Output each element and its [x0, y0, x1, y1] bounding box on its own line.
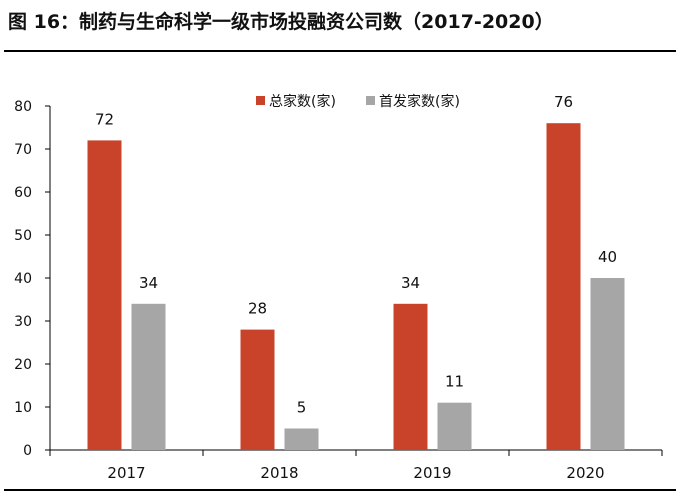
- bar-total-2018: [240, 329, 275, 450]
- bar-total-2017: [87, 140, 122, 450]
- data-label: 28: [248, 300, 267, 318]
- legend-swatch: [256, 96, 265, 105]
- data-label: 5: [297, 399, 307, 417]
- y-tick-label: 60: [14, 185, 32, 201]
- data-label: 76: [554, 93, 573, 111]
- chart-bars: 72 34 28 5 34 11 76 40: [87, 93, 625, 450]
- y-tick-label: 30: [14, 314, 32, 330]
- data-label: 11: [445, 373, 464, 391]
- figure-title: 图 16：制药与生命科学一级市场投融资公司数（2017-2020）: [8, 11, 554, 33]
- x-category-label: 2018: [260, 464, 298, 482]
- legend-label: 首发家数(家): [379, 93, 460, 110]
- bar-first-issue-2018: [284, 428, 319, 450]
- x-category-label: 2020: [566, 464, 604, 482]
- bar-first-issue-2020: [590, 278, 625, 450]
- chart-axes: 0 10 20 30 40 50 60 70 80 2017 2018 2019 2020: [14, 99, 663, 482]
- chart-legend: 总家数(家) 首发家数(家): [256, 93, 460, 110]
- bar-first-issue-2019: [437, 402, 472, 450]
- legend-swatch: [366, 96, 375, 105]
- y-tick-label: 20: [14, 357, 32, 373]
- y-tick-label: 80: [14, 99, 32, 115]
- y-tick-label: 0: [23, 443, 32, 459]
- x-category-label: 2019: [413, 464, 451, 482]
- legend-label: 总家数(家): [269, 93, 336, 110]
- data-label: 40: [598, 248, 617, 266]
- data-label: 34: [139, 274, 158, 292]
- x-category-label: 2017: [107, 464, 145, 482]
- bar-total-2020: [546, 123, 581, 450]
- bar-first-issue-2017: [131, 303, 166, 450]
- data-label: 34: [401, 274, 420, 292]
- data-label: 72: [95, 110, 114, 128]
- bar-total-2019: [393, 303, 428, 450]
- bottom-divider: [4, 489, 676, 491]
- y-tick-label: 40: [14, 271, 32, 287]
- y-tick-label: 70: [14, 142, 32, 158]
- y-tick-label: 10: [14, 400, 32, 416]
- title-divider: [4, 50, 676, 52]
- y-tick-label: 50: [14, 228, 32, 244]
